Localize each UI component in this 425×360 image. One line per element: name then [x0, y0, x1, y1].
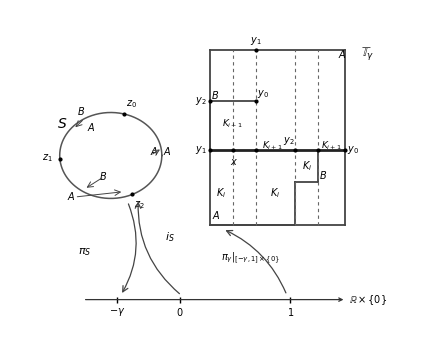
Text: $1$: $1$ — [286, 306, 294, 318]
Text: $\mathbb{R}\times\{0\}$: $\mathbb{R}\times\{0\}$ — [348, 293, 387, 306]
Text: $x$: $x$ — [230, 157, 238, 167]
Text: A: A — [338, 50, 345, 60]
Text: B: B — [99, 172, 106, 183]
Text: $K_{i+1}$: $K_{i+1}$ — [222, 117, 243, 130]
Text: A: A — [88, 122, 94, 132]
Text: A: A — [212, 211, 219, 221]
Text: $-\gamma$: $-\gamma$ — [109, 306, 125, 318]
Text: $y_1$: $y_1$ — [250, 35, 261, 48]
Text: $y_0$: $y_0$ — [347, 144, 359, 156]
Text: B: B — [320, 171, 327, 181]
Text: $y_2$: $y_2$ — [283, 135, 294, 147]
Text: $y_0$: $y_0$ — [257, 88, 269, 100]
Text: $i_S$: $i_S$ — [165, 230, 175, 244]
Text: $y_1$: $y_1$ — [196, 144, 207, 156]
Text: $K_i$: $K_i$ — [270, 186, 280, 200]
Text: A: A — [150, 148, 157, 157]
Text: $K_i$: $K_i$ — [302, 159, 312, 174]
Text: $K_i$: $K_i$ — [216, 186, 226, 200]
Text: $K_{i+1}$: $K_{i+1}$ — [321, 140, 342, 152]
Text: $\mathbb{T}_\gamma$: $\mathbb{T}_\gamma$ — [361, 45, 374, 62]
Text: $z_1$: $z_1$ — [42, 153, 53, 164]
Text: $z_2$: $z_2$ — [134, 199, 144, 211]
Text: A: A — [68, 192, 74, 202]
Text: $z_0$: $z_0$ — [126, 98, 137, 109]
Text: $y_2$: $y_2$ — [196, 95, 207, 107]
Text: $\pi_S$: $\pi_S$ — [78, 247, 91, 258]
Text: $K_{i+1}$: $K_{i+1}$ — [262, 140, 283, 152]
Text: B: B — [78, 107, 85, 117]
Text: B: B — [212, 91, 219, 101]
Text: $\pi_\gamma|_{[-\gamma,1]\times\{0\}}$: $\pi_\gamma|_{[-\gamma,1]\times\{0\}}$ — [221, 250, 280, 266]
Text: $0$: $0$ — [176, 306, 184, 318]
Text: S: S — [58, 117, 67, 131]
Text: A: A — [164, 148, 170, 157]
